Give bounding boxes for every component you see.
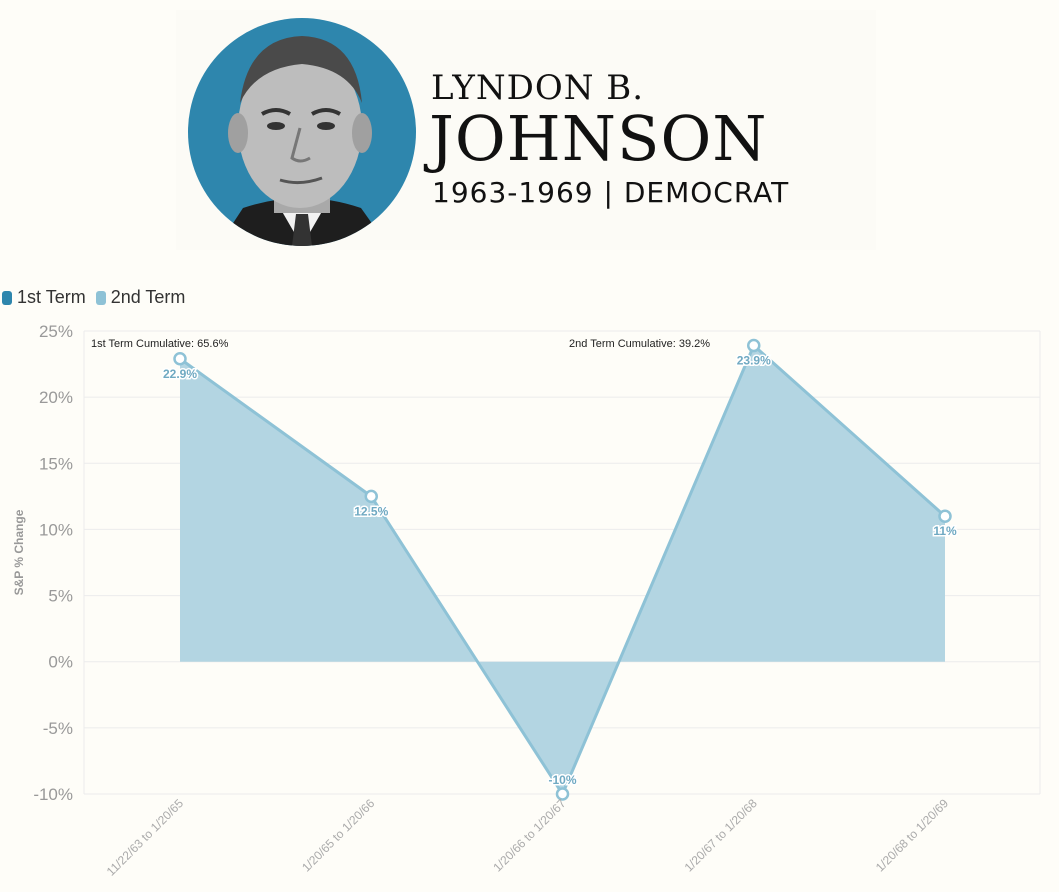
term-years-party: 1963-1969 | DEMOCRAT — [432, 176, 790, 209]
x-tick-label: 1/20/65 to 1/20/66 — [299, 796, 378, 875]
x-tick-label: 1/20/66 to 1/20/67 — [490, 796, 569, 875]
data-point — [555, 787, 570, 801]
y-tick-label: -5% — [43, 719, 73, 738]
data-point — [747, 338, 761, 353]
y-tick-label: 25% — [39, 322, 73, 341]
president-first-name: LYNDON B. — [431, 68, 645, 108]
term-cumulative-annotation: 2nd Term Cumulative: 39.2% — [569, 338, 710, 350]
data-label: 23.9% — [737, 354, 771, 368]
president-last-name: JOHNSON — [429, 102, 768, 175]
data-point — [173, 352, 187, 366]
data-label: -10% — [548, 773, 576, 787]
president-portrait — [188, 18, 416, 246]
x-tick-label: 11/22/63 to 1/20/65 — [104, 796, 187, 879]
y-tick-label: 15% — [39, 454, 73, 473]
y-tick-label: 10% — [39, 520, 73, 539]
y-tick-label: 20% — [39, 388, 73, 407]
data-point — [938, 509, 952, 523]
legend-label-second-term: 2nd Term — [110, 287, 186, 307]
legend-label-first-term: 1st Term — [17, 287, 86, 307]
legend-swatch-first-term — [2, 290, 12, 305]
chart-legend: 1st Term 2nd Term — [2, 287, 195, 308]
term-cumulative-annotation: 1st Term Cumulative: 65.6% — [91, 338, 229, 350]
y-tick-label: 5% — [48, 587, 73, 606]
area-fill — [180, 345, 945, 794]
legend-swatch-second-term — [95, 290, 106, 305]
legend-item-first-term[interactable]: 1st Term — [2, 287, 86, 308]
x-tick-label: 1/20/68 to 1/20/69 — [873, 796, 952, 875]
legend-item-second-term[interactable]: 2nd Term — [95, 287, 186, 308]
president-header: LYNDON B. JOHNSON 1963-1969 | DEMOCRAT — [176, 10, 876, 250]
portrait-illustration — [218, 36, 388, 246]
x-tick-label: 1/20/67 to 1/20/68 — [682, 796, 761, 875]
y-tick-label: -10% — [33, 785, 73, 804]
y-tick-label: 0% — [48, 653, 73, 672]
data-label: 12.5% — [354, 504, 388, 518]
data-label: 11% — [933, 524, 957, 538]
y-axis-label: S&P % Change — [12, 509, 26, 595]
data-label: 22.9% — [163, 367, 197, 381]
data-point — [364, 489, 378, 504]
